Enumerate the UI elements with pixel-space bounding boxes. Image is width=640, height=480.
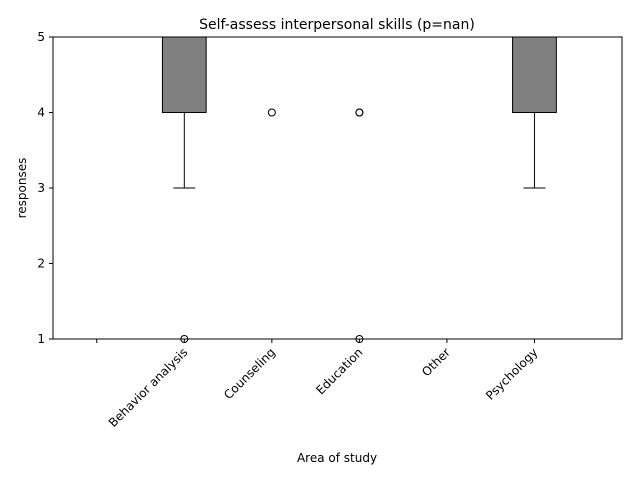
plot-area: 1 2 3 4 5 Behavior analysis Counseling Educatio… — [37, 30, 623, 430]
x-axis-label: Area of study — [297, 451, 377, 465]
box-psychology — [512, 36, 557, 113]
box-behavior-analysis — [161, 36, 207, 113]
y-tick-label-5: 5 — [37, 30, 45, 44]
x-tick-label-behavior-analysis: Behavior analysis — [106, 345, 191, 430]
x-tick-label-counseling: Counseling — [221, 345, 278, 402]
y-tick-label-1: 1 — [37, 332, 45, 346]
x-tick-label-education: Education — [313, 345, 365, 397]
outlier-counseling-0 — [267, 108, 276, 117]
chart-title: Self-assess interpersonal skills (p=nan) — [199, 17, 475, 33]
outlier-education-1 — [355, 108, 364, 117]
y-axis-label: responses — [15, 158, 29, 219]
y-tick-label-4: 4 — [37, 106, 45, 120]
x-tick-label-psychology: Psychology — [483, 345, 541, 403]
x-tick-label-other: Other — [419, 345, 453, 379]
y-tick-label-3: 3 — [37, 181, 45, 195]
y-tick-label-2: 2 — [37, 257, 45, 271]
